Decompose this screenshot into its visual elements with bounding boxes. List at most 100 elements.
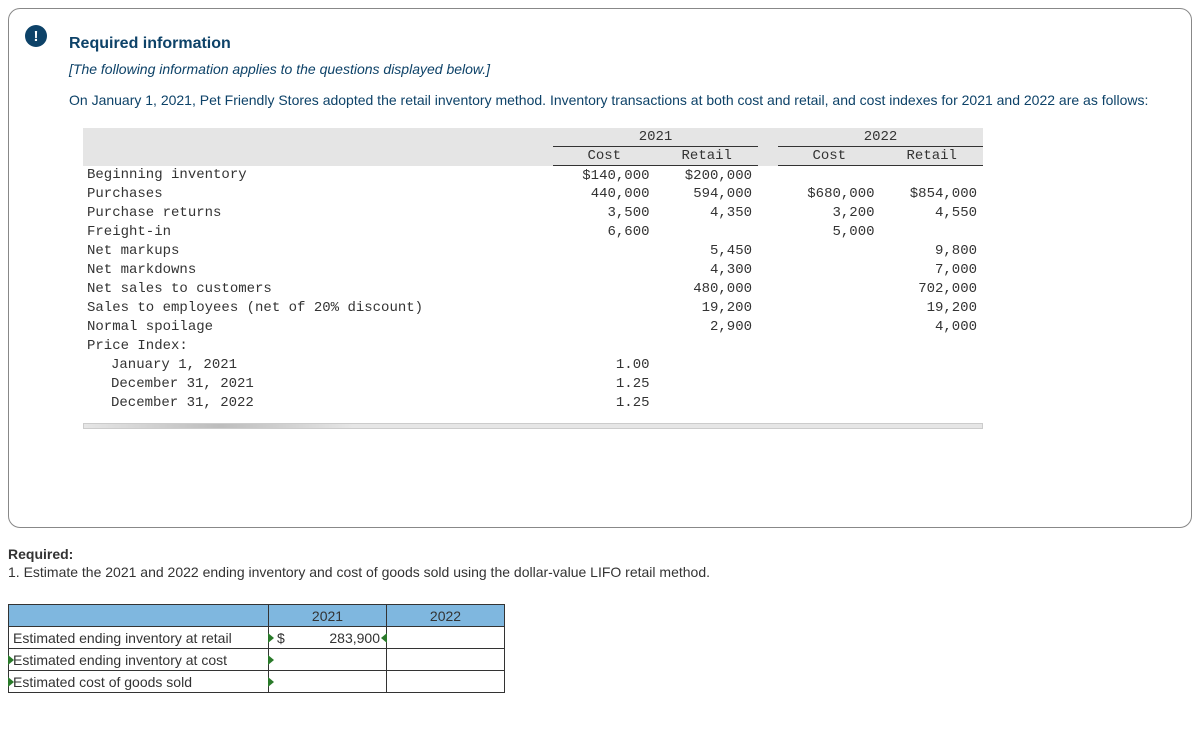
cell: $200,000 — [656, 166, 759, 185]
section-heading: Required information — [69, 35, 1163, 53]
cell — [553, 280, 656, 299]
cell — [778, 318, 881, 337]
cell: 9,800 — [881, 242, 984, 261]
answer-row-text: Estimated cost of goods sold — [13, 674, 192, 690]
row-label: Sales to employees (net of 20% discount) — [83, 299, 553, 318]
cell: 5,450 — [656, 242, 759, 261]
cell: 4,000 — [881, 318, 984, 337]
cell: 594,000 — [656, 185, 759, 204]
answer-input-cell[interactable] — [269, 671, 387, 693]
cell: 1.25 — [553, 375, 656, 394]
cell — [778, 166, 881, 185]
cell — [778, 375, 881, 394]
cell: 4,350 — [656, 204, 759, 223]
cell: 480,000 — [656, 280, 759, 299]
cell — [881, 223, 984, 242]
triangle-left-icon — [268, 633, 274, 643]
row-label: Beginning inventory — [83, 166, 553, 185]
cell — [881, 356, 984, 375]
triangle-left-icon — [8, 655, 14, 665]
cell: 19,200 — [656, 299, 759, 318]
cell — [553, 318, 656, 337]
cell — [881, 166, 984, 185]
cell — [553, 337, 656, 356]
triangle-left-icon — [8, 677, 14, 687]
cell — [656, 337, 759, 356]
cell — [656, 223, 759, 242]
cell: 6,600 — [553, 223, 656, 242]
cell — [881, 375, 984, 394]
answer-col-2021: 2021 — [269, 605, 387, 627]
cell — [656, 394, 759, 413]
answer-row-label: Estimated ending inventory at retail — [9, 627, 269, 649]
cell — [778, 337, 881, 356]
row-label: Net markdowns — [83, 261, 553, 280]
cell — [778, 280, 881, 299]
cell: 702,000 — [881, 280, 984, 299]
year-header-2022: 2022 — [778, 128, 983, 147]
cell: 1.00 — [553, 356, 656, 375]
answer-row-text: Estimated ending inventory at cost — [13, 652, 227, 668]
cell — [656, 375, 759, 394]
problem-text: On January 1, 2021, Pet Friendly Stores … — [69, 91, 1163, 110]
cell — [778, 242, 881, 261]
answer-input-cell[interactable] — [387, 627, 505, 649]
cell: $680,000 — [778, 185, 881, 204]
answer-input-cell[interactable] — [269, 649, 387, 671]
cell: 2,900 — [656, 318, 759, 337]
cell — [656, 356, 759, 375]
info-panel: ! Required information [The following in… — [8, 8, 1192, 528]
cell — [553, 261, 656, 280]
cell: 4,300 — [656, 261, 759, 280]
cell: 4,550 — [881, 204, 984, 223]
cell — [553, 299, 656, 318]
answer-input-cell[interactable] — [387, 649, 505, 671]
row-label: Freight-in — [83, 223, 553, 242]
italic-note: [The following information applies to th… — [69, 61, 1163, 77]
row-label: Price Index: — [83, 337, 553, 356]
cell: 19,200 — [881, 299, 984, 318]
col-header-cost-2: Cost — [778, 147, 881, 166]
row-label: Normal spoilage — [83, 318, 553, 337]
row-label: Net sales to customers — [83, 280, 553, 299]
triangle-left-icon — [268, 655, 274, 665]
answer-value: 283,900 — [329, 630, 380, 646]
cell — [553, 242, 656, 261]
answer-table: 2021 2022 Estimated ending inventory at … — [8, 604, 505, 693]
row-label: December 31, 2021 — [83, 375, 553, 394]
cell: 440,000 — [553, 185, 656, 204]
data-table-container: 2021 2022 Cost Retail Cost Retail Beginn… — [83, 128, 983, 413]
triangle-left-icon — [268, 677, 274, 687]
answer-input-cell[interactable] — [387, 671, 505, 693]
col-header-retail-1: Retail — [656, 147, 759, 166]
answer-col-2022: 2022 — [387, 605, 505, 627]
cell: 5,000 — [778, 223, 881, 242]
required-section: Required: 1. Estimate the 2021 and 2022 … — [8, 546, 1192, 693]
alert-icon: ! — [25, 25, 47, 47]
cell — [881, 394, 984, 413]
col-header-retail-2: Retail — [881, 147, 984, 166]
row-label: Purchases — [83, 185, 553, 204]
answer-input-cell[interactable]: $ 283,900 — [269, 627, 387, 649]
cell: 7,000 — [881, 261, 984, 280]
cell: 3,500 — [553, 204, 656, 223]
year-header-2021: 2021 — [553, 128, 758, 147]
inventory-data-table: 2021 2022 Cost Retail Cost Retail Beginn… — [83, 128, 983, 413]
cell: $854,000 — [881, 185, 984, 204]
cell — [778, 261, 881, 280]
cell: $140,000 — [553, 166, 656, 185]
row-label: January 1, 2021 — [83, 356, 553, 375]
row-label: Net markups — [83, 242, 553, 261]
scrollbar-decor — [83, 423, 983, 429]
cell — [778, 394, 881, 413]
cell — [778, 356, 881, 375]
col-header-cost-1: Cost — [553, 147, 656, 166]
row-label: December 31, 2022 — [83, 394, 553, 413]
answer-row-label: Estimated ending inventory at cost — [9, 649, 269, 671]
cell: 1.25 — [553, 394, 656, 413]
cell — [778, 299, 881, 318]
row-label: Purchase returns — [83, 204, 553, 223]
dollar-prefix: $ — [273, 630, 285, 646]
required-heading: Required: — [8, 546, 1192, 562]
cell — [881, 337, 984, 356]
